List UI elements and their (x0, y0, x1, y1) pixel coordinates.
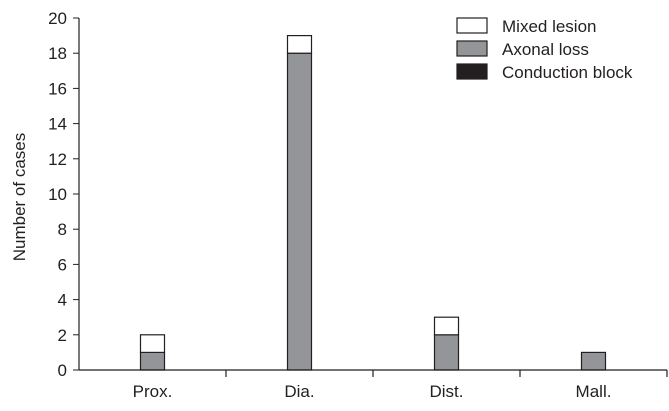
y-tick-label: 18 (48, 44, 67, 63)
bars (139, 34, 607, 371)
y-axis-title: Number of cases (10, 133, 29, 262)
legend-label-mixed-lesion: Mixed lesion (502, 17, 597, 36)
legend-label-conduction-block: Conduction block (502, 63, 633, 82)
legend-swatch-axonal-loss (456, 40, 488, 57)
bar-mixed-lesion-dist (433, 316, 460, 336)
y-tick-label: 20 (48, 9, 67, 28)
x-category-label: Dia. (284, 382, 314, 401)
bar-axonal-loss-dia (286, 52, 313, 371)
y-tick-label: 8 (58, 220, 67, 239)
legend-label-axonal-loss: Axonal loss (502, 40, 589, 59)
x-axis-labels: Prox. Dia. Dist. Mall. (133, 382, 612, 401)
legend-swatch-mixed-lesion (456, 17, 488, 34)
bar-axonal-loss-prox (139, 351, 166, 371)
y-tick-label: 4 (58, 291, 67, 310)
bar-mixed-lesion-prox (139, 334, 166, 353)
bar-mixed-lesion-dia (286, 34, 313, 54)
x-category-label: Prox. (133, 382, 173, 401)
legend-swatch-conduction-block (456, 63, 488, 80)
x-category-label: Mall. (576, 382, 612, 401)
bar-axonal-loss-mall (580, 351, 607, 371)
y-tick-label: 10 (48, 185, 67, 204)
y-tick-label: 12 (48, 150, 67, 169)
y-tick-label: 6 (58, 255, 67, 274)
y-tick-label: 14 (48, 115, 67, 134)
y-axis-ticks: 0 2 4 6 8 10 12 14 16 18 20 (48, 9, 79, 380)
y-tick-label: 2 (58, 326, 67, 345)
axes (78, 18, 668, 377)
x-category-label: Dist. (430, 382, 464, 401)
y-tick-label: 0 (58, 361, 67, 380)
y-tick-label: 16 (48, 79, 67, 98)
legend: Mixed lesion Axonal loss Conduction block (456, 17, 633, 82)
bar-axonal-loss-dist (433, 334, 460, 371)
